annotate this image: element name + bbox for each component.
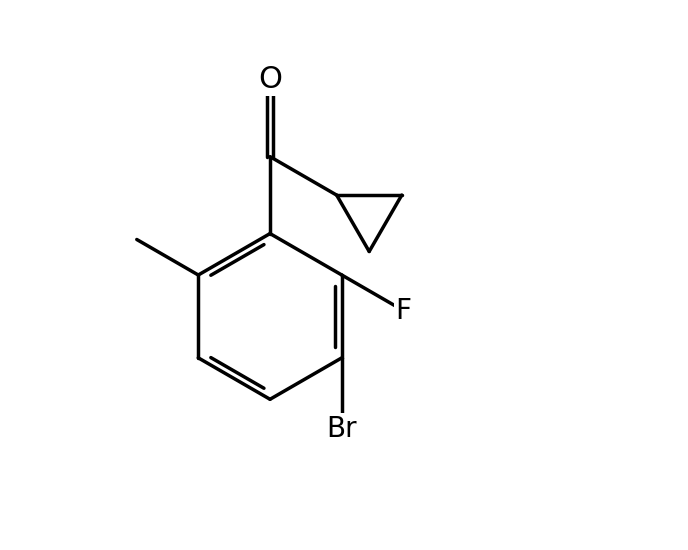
Text: Br: Br	[327, 415, 357, 443]
Text: O: O	[258, 65, 282, 94]
Text: F: F	[396, 296, 411, 324]
